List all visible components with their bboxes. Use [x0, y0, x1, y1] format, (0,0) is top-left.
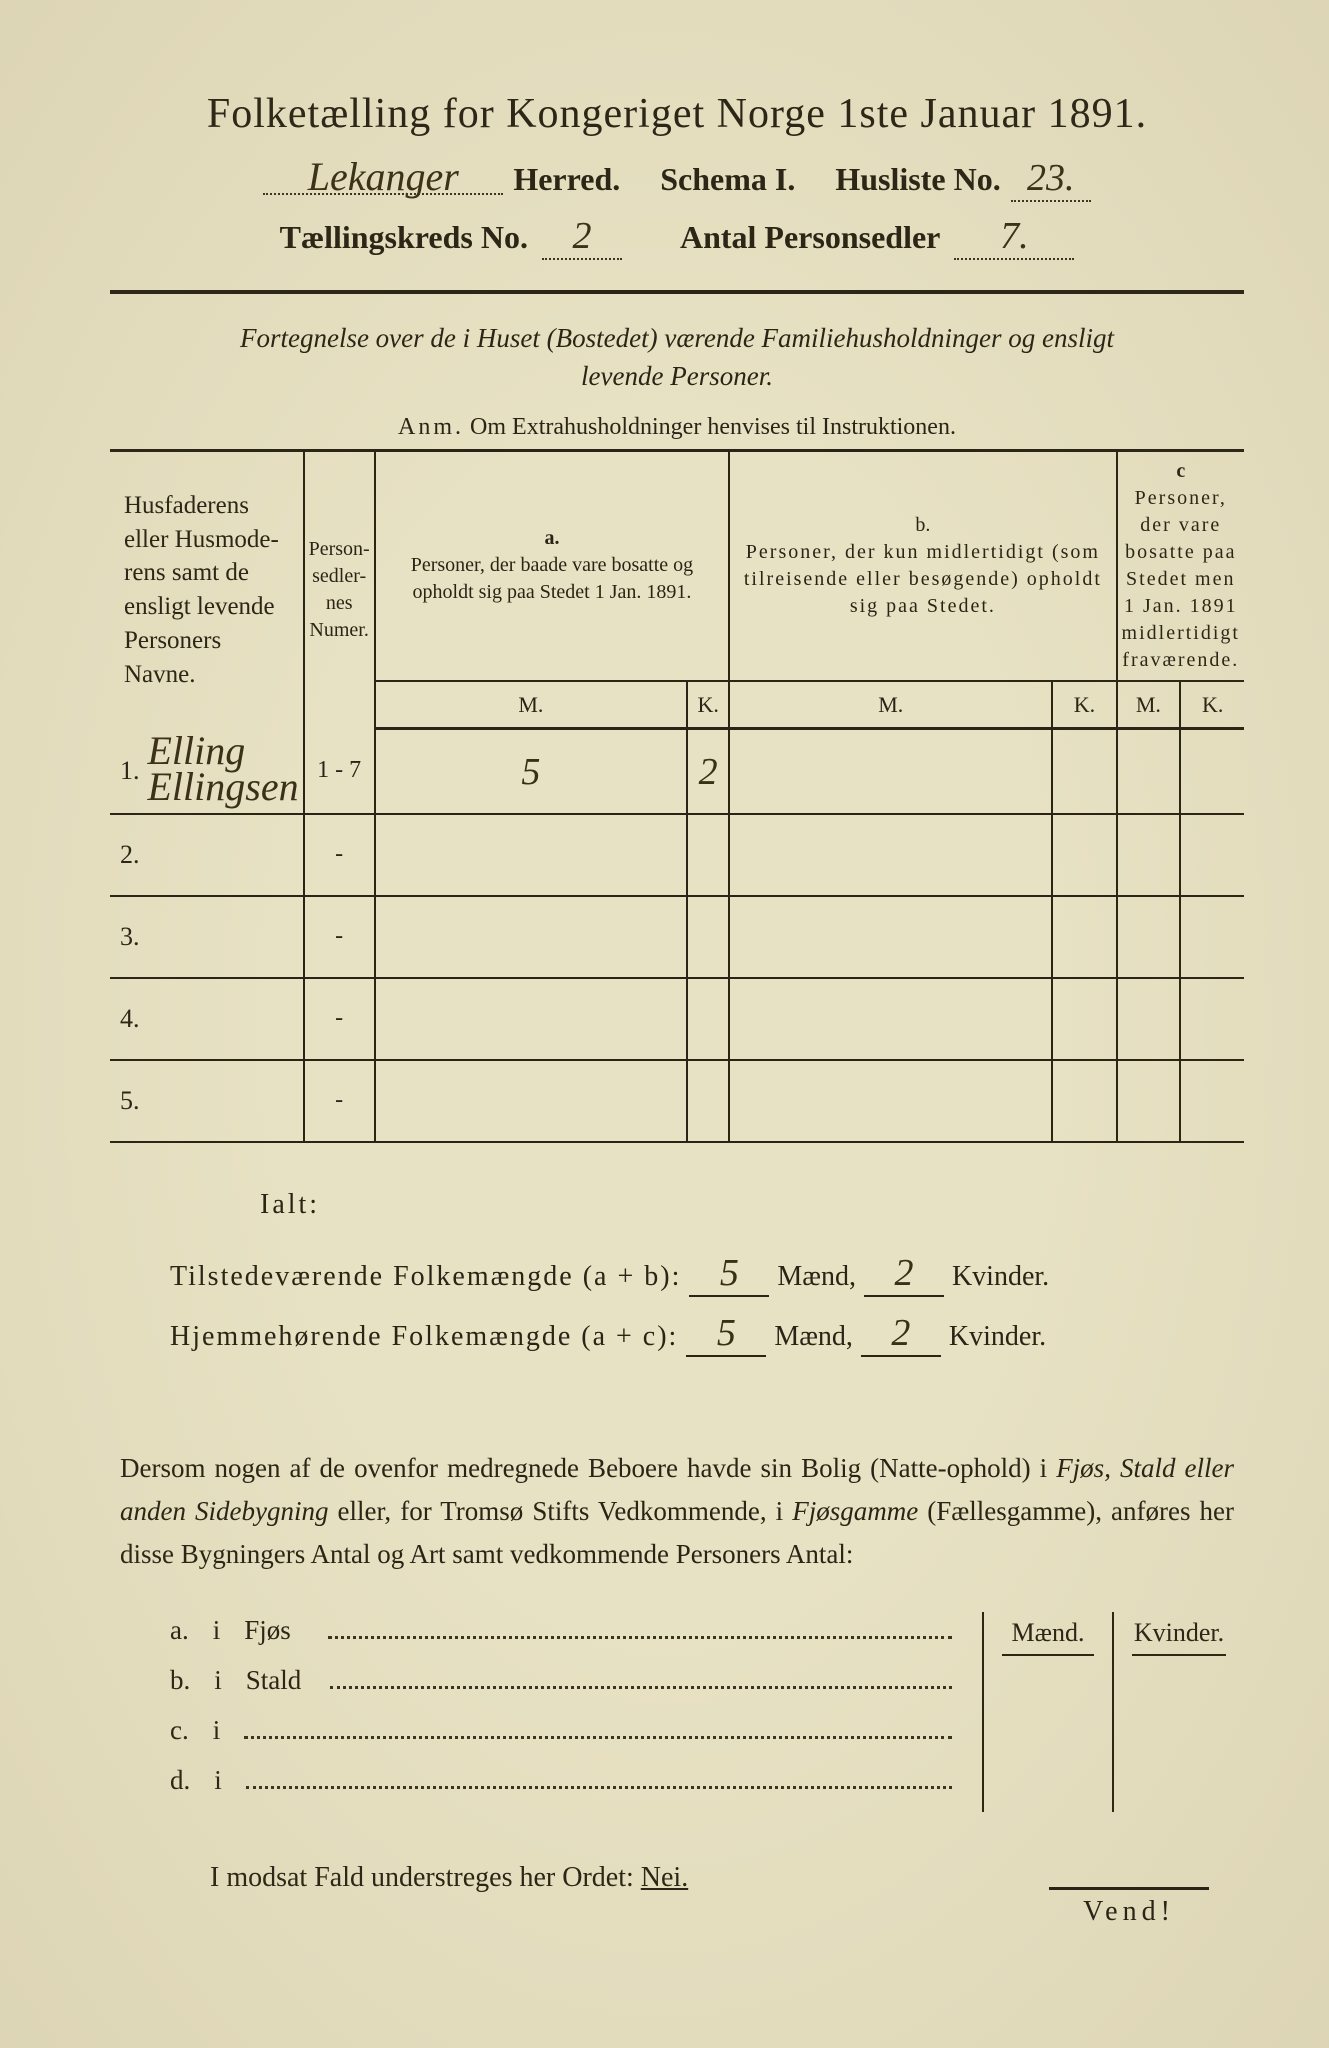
table-row: 5. - [110, 1060, 1244, 1142]
mk-maend-head: Mænd. [1002, 1612, 1094, 1656]
abcd-list: a. i Fjøs b. i Stald c. i d. i [110, 1612, 952, 1812]
husliste-label: Husliste No. [835, 161, 1000, 198]
herred-value: Lekanger [263, 161, 503, 195]
mk-kvinder-head: Kvinder. [1132, 1612, 1226, 1656]
anm-note: Anm. Om Extrahusholdninger henvises til … [110, 414, 1244, 441]
mk-maend-col: Mænd. [984, 1612, 1114, 1812]
ialt-label: Ialt: [260, 1189, 1244, 1221]
antall-value: 7. [954, 214, 1074, 260]
anm-label: Anm. [398, 414, 464, 440]
kreds-value: 2 [542, 214, 622, 260]
ialt-section: Ialt: Tilstedeværende Folkemængde (a + b… [110, 1189, 1244, 1357]
dotted-rule [244, 1712, 952, 1739]
household-table: Husfaderens eller Husmode- rens samt de … [110, 449, 1244, 1143]
census-form-page: Folketælling for Kongeriget Norge 1ste J… [0, 0, 1329, 2048]
ialt-row-home: Hjemmehørende Folkemængde (a + c): 5 Mæn… [170, 1311, 1244, 1357]
table-row: 1. Elling Ellingsen 1 - 7 5 2 [110, 729, 1244, 814]
abcd-row: c. i [170, 1712, 952, 1746]
page-title: Folketælling for Kongeriget Norge 1ste J… [110, 90, 1244, 138]
vend-label: Vend! [1049, 1887, 1209, 1928]
ialt-row1-label: Tilstedeværende Folkemængde (a + b): [170, 1261, 681, 1293]
col-a-m: M. [375, 681, 687, 729]
col-b-header: b. Personer, der kun midlertidigt (som t… [729, 450, 1116, 681]
abcd-section: a. i Fjøs b. i Stald c. i d. i [110, 1612, 1244, 1812]
ialt-r1-k: 2 [864, 1251, 944, 1297]
ialt-r2-k: 2 [861, 1311, 941, 1357]
col-names-header: Husfaderens eller Husmode- rens samt de … [110, 450, 304, 729]
mk-subtable: Mænd. Kvinder. [982, 1612, 1244, 1812]
table-row: 4. - [110, 978, 1244, 1060]
header-line-kreds: Tællingskreds No. 2 Antal Personsedler 7… [110, 214, 1244, 260]
schema-label: Schema I. [660, 161, 795, 198]
fortegnelse-l1: Fortegnelse over de i Huset (Bostedet) v… [240, 323, 1114, 353]
col-a-k: K. [687, 681, 729, 729]
col-c-m: M. [1117, 681, 1181, 729]
col-numer-header: Person-sedler-nes Numer. [304, 450, 375, 729]
antall-label: Antal Personsedler [680, 219, 940, 256]
ialt-r2-m: 5 [686, 1311, 766, 1357]
ialt-row2-label: Hjemmehørende Folkemængde (a + c): [170, 1321, 678, 1353]
col-b-k: K. [1052, 681, 1116, 729]
dotted-rule [330, 1662, 952, 1689]
table-row: 2. - [110, 814, 1244, 896]
mk-kvinder-col: Kvinder. [1114, 1612, 1244, 1812]
husliste-value: 23. [1011, 156, 1091, 202]
nei-word: Nei. [641, 1862, 688, 1893]
anm-text: Om Extrahusholdninger henvises til Instr… [470, 414, 956, 440]
table-body: 1. Elling Ellingsen 1 - 7 5 2 2. - 3. - … [110, 729, 1244, 1142]
herred-label: Herred. [513, 161, 620, 198]
col-c-k: K. [1180, 681, 1244, 729]
col-b-m: M. [729, 681, 1052, 729]
dotted-rule [246, 1762, 952, 1789]
abcd-row: b. i Stald [170, 1662, 952, 1696]
table-row: 3. - [110, 896, 1244, 978]
abcd-row: a. i Fjøs [170, 1612, 952, 1646]
ialt-row-present: Tilstedeværende Folkemængde (a + b): 5 M… [170, 1251, 1244, 1297]
col-c-header: c Personer, der vare bosatte paa Stedet … [1117, 450, 1244, 681]
fortegnelse-heading: Fortegnelse over de i Huset (Bostedet) v… [110, 320, 1244, 396]
dotted-rule [328, 1612, 952, 1639]
abcd-row: d. i [170, 1762, 952, 1796]
dersom-paragraph: Dersom nogen af de ovenfor medregnede Be… [110, 1447, 1244, 1577]
ialt-r1-m: 5 [689, 1251, 769, 1297]
fortegnelse-l2: levende Personer. [581, 361, 773, 391]
divider [110, 290, 1244, 294]
row1-name: Elling Ellingsen [148, 728, 299, 809]
kreds-label: Tællingskreds No. [280, 219, 528, 256]
col-a-header: a. Personer, der baade vare bosatte og o… [375, 450, 730, 681]
header-line-herred: Lekanger Herred. Schema I. Husliste No. … [110, 156, 1244, 202]
